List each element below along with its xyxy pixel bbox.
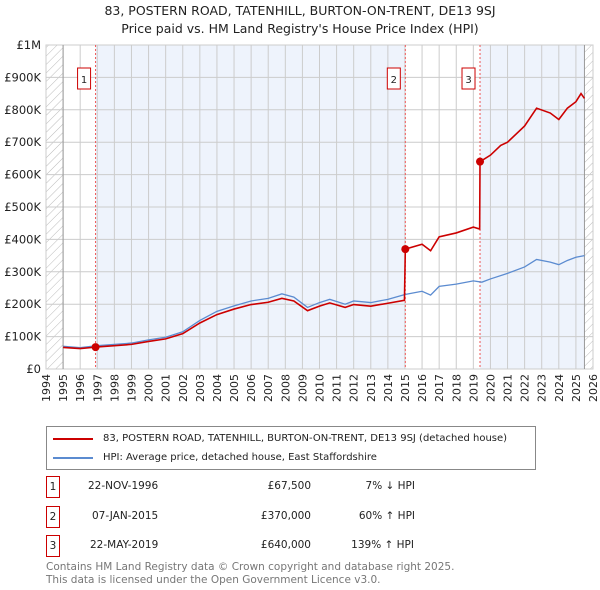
x-tick-label: 2000 (143, 374, 156, 402)
x-tick-label: 1997 (91, 374, 104, 402)
x-tick-label: 1994 (40, 374, 53, 402)
sale-label-box (77, 67, 92, 90)
sale-hpi: 60% ↑ HPI (358, 510, 415, 522)
x-tick-label: 2005 (228, 374, 241, 402)
x-tick-label: 2004 (211, 374, 224, 402)
x-tick-label: 2025 (570, 374, 583, 402)
sale-row: 3 22-MAY-2019 £640,000 139% ↑ HPI (46, 535, 600, 557)
chart-subtitle: Price paid vs. HM Land Registry's House … (121, 21, 479, 36)
y-tick-label: £300K (4, 265, 41, 279)
footer-licence: This data is licensed under the Open Gov… (46, 574, 381, 586)
sale-row: 1 22-NOV-1996 £67,500 7% ↓ HPI (46, 476, 600, 498)
y-tick-label: £1M (16, 38, 41, 52)
footer-copyright: Contains HM Land Registry data © Crown c… (46, 561, 455, 573)
x-tick-label: 2023 (536, 374, 549, 402)
sale-hpi: 139% ↑ HPI (351, 539, 414, 551)
x-tick-label: 1999 (125, 374, 138, 402)
y-tick-label: £900K (4, 70, 41, 84)
x-tick-label: 2008 (279, 374, 292, 402)
sale-label: 1 (81, 75, 87, 86)
x-tick-label: 2021 (502, 374, 515, 402)
y-tick-label: £400K (4, 232, 41, 246)
sale-marker-box: 1 (46, 476, 60, 498)
sale-point (476, 157, 485, 166)
x-tick-label: 2003 (194, 374, 207, 402)
x-tick-label: 2017 (433, 374, 446, 402)
x-tick-label: 2026 (587, 374, 600, 402)
x-tick-label: 2009 (296, 374, 309, 402)
legend: 83, POSTERN ROAD, TATENHILL, BURTON-ON-T… (46, 426, 536, 470)
x-tick-label: 2018 (450, 374, 463, 402)
x-tick-label: 2020 (484, 374, 497, 402)
x-tick-label: 2011 (331, 374, 344, 402)
x-tick-label: 2006 (245, 374, 258, 402)
legend-property-label: 83, POSTERN ROAD, TATENHILL, BURTON-ON-T… (103, 433, 508, 444)
legend-property-line (53, 437, 93, 440)
y-tick-label: £200K (4, 297, 41, 311)
sale-date: 22-MAY-2019 (90, 539, 159, 551)
sale-point (401, 245, 410, 254)
sale-price: £370,000 (260, 510, 311, 522)
y-tick-label: £100K (4, 330, 41, 344)
sale-label-box (386, 67, 401, 90)
sale-marker-box: 3 (46, 535, 60, 557)
y-tick-label: £700K (4, 135, 41, 149)
x-tick-label: 2010 (314, 374, 327, 402)
sale-date: 07-JAN-2015 (92, 510, 159, 522)
y-tick-label: £800K (4, 103, 41, 117)
legend-hpi-label: HPI: Average price, detached house, East… (103, 452, 377, 463)
x-tick-label: 2002 (177, 374, 190, 402)
x-tick-label: 1998 (108, 374, 121, 402)
sale-marker-box: 2 (46, 506, 60, 528)
x-tick-label: 2015 (399, 374, 412, 402)
sale-row: 2 07-JAN-2015 £370,000 60% ↑ HPI (46, 506, 600, 528)
y-tick-label: £600K (4, 168, 41, 182)
plot-area: 1994 1995 1996 1997 1998 1999 2000 2001 2002 2003… (4, 38, 600, 402)
legend-hpi-line (53, 456, 93, 459)
x-tick-label: 2022 (519, 374, 532, 402)
y-tick-label: £500K (4, 200, 41, 214)
sale-price: £640,000 (260, 539, 311, 551)
chart-title: 83, POSTERN ROAD, TATENHILL, BURTON-ON-T… (104, 3, 496, 18)
sale-date: 22-NOV-1996 (88, 480, 159, 492)
x-tick-label: 2012 (348, 374, 361, 402)
x-tick-label: 2019 (467, 374, 480, 402)
x-tick-label: 2013 (365, 374, 378, 402)
sale-price: £67,500 (267, 480, 311, 492)
y-tick-label: £0 (26, 362, 41, 376)
x-tick-label: 2024 (553, 374, 566, 402)
sale-label: 3 (465, 75, 471, 86)
sale-hpi: 7% ↓ HPI (365, 480, 415, 492)
x-tick-label: 2001 (160, 374, 173, 402)
sale-point (91, 343, 100, 352)
x-tick-label: 2014 (382, 374, 395, 402)
x-tick-label: 1996 (74, 374, 87, 402)
hpi-line (63, 254, 585, 349)
x-tick-label: 2007 (262, 374, 275, 402)
sale-label-box (461, 67, 476, 90)
x-tick-label: 1995 (57, 374, 70, 402)
property-line (63, 92, 586, 350)
x-tick-label: 2016 (416, 374, 429, 402)
sale-label: 2 (391, 75, 397, 86)
